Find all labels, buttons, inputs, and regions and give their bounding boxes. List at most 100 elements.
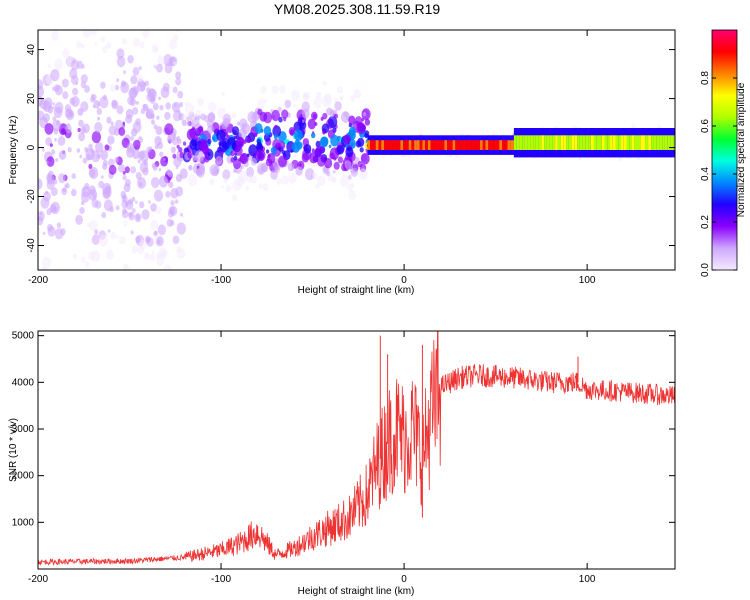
spectrogram-cell: [232, 126, 240, 136]
spectrogram-cell: [460, 140, 464, 150]
colorbar-tick-label: 0.2: [700, 215, 711, 229]
spectrogram-cell: [328, 144, 332, 148]
spectrogram-cell: [491, 140, 495, 150]
spectrogram-cell: [239, 153, 248, 164]
x-tick-label: 0: [401, 574, 407, 585]
spectrogram-cell: [579, 135, 583, 150]
spectrogram-cell: [40, 197, 50, 209]
spectrogram-cell: [159, 279, 164, 285]
spectrogram-cell: [132, 107, 139, 115]
spectrogram-cell: [190, 118, 193, 122]
spectrogram-cell: [38, 210, 45, 222]
spectrogram-cell: [256, 149, 266, 162]
spectrogram-cell: [93, 100, 100, 109]
spectrogram-cell: [270, 169, 278, 180]
spectrogram-cell: [623, 135, 627, 150]
spectrogram-cell: [89, 220, 98, 231]
spectrogram-cell: [416, 140, 420, 150]
spectrogram-cell: [321, 136, 329, 147]
spectrogram-cell: [552, 135, 556, 150]
spectrogram-cell: [207, 138, 212, 145]
spectrogram-cell: [52, 106, 55, 110]
spectrogram-cell: [535, 135, 539, 150]
spectrogram-cell: [112, 273, 115, 277]
spectrogram-cell: [142, 30, 150, 39]
spectrogram-cell: [493, 140, 497, 150]
spectrogram-cell: [46, 160, 49, 164]
spectrogram-cell: [384, 140, 388, 150]
spectrogram-cell: [662, 135, 666, 150]
spectrogram-cell: [47, 64, 51, 69]
y-tick-label: 2000: [12, 471, 35, 482]
spectrogram-cell: [152, 8, 160, 19]
spectrogram-cell: [596, 135, 600, 150]
spectrogram-cell: [71, 59, 80, 71]
spectrogram-cell: [348, 126, 356, 136]
spectrogram-cell: [140, 108, 146, 115]
spectrogram-cell: [90, 148, 94, 153]
spectrogram-cell: [49, 203, 57, 213]
spectrogram-cell: [340, 175, 350, 188]
x-tick-label: 0: [401, 275, 407, 286]
spectrogram-cell: [291, 89, 300, 102]
spectrogram-cell: [425, 140, 429, 150]
spectrogram-cell: [347, 183, 354, 192]
spectrogram-cell: [100, 36, 106, 43]
spectrogram-cell: [574, 135, 578, 150]
spectrogram-cell: [278, 155, 288, 168]
spectrogram-cell: [326, 171, 331, 177]
spectrogram-cell: [38, 79, 44, 90]
spectrogram-cell: [61, 1, 66, 7]
spectrogram-cell: [98, 234, 108, 247]
spectrogram-cell: [313, 96, 323, 109]
spectrogram-cell: [121, 38, 128, 45]
spectrogram-cell: [281, 175, 289, 185]
spectrogram-cell: [122, 174, 127, 181]
spectrogram-cell: [101, 212, 107, 219]
spectrogram-cell: [106, 116, 112, 124]
spectrogram-cell: [516, 135, 520, 150]
spectrogram-cell: [51, 30, 60, 41]
snr-x-label: Height of straight line (km): [298, 586, 415, 597]
spectrogram-cell: [61, 128, 66, 135]
spectrogram-cell: [168, 0, 177, 5]
spectrogram-cell: [303, 144, 312, 154]
spectrogram-cell: [111, 100, 119, 110]
colorbar-label: Normalized spectral amplitude: [736, 82, 747, 217]
spectrogram-cell: [133, 139, 141, 150]
spectrogram-cell: [178, 0, 183, 1]
spectrogram-cell: [236, 121, 241, 126]
spectrogram-cell: [123, 70, 127, 75]
spectrogram-cell: [389, 140, 393, 150]
spectrogram-cell: [127, 12, 131, 17]
spectrogram-cell: [302, 119, 305, 123]
spectrogram-cell: [336, 86, 343, 94]
spectrogram-cell: [85, 303, 93, 314]
spectrogram-cell: [152, 102, 159, 111]
snr-panel: -200 -100 0 100 1000 2000 3000 4000 5000 Height…: [8, 330, 676, 597]
spectrogram-cell: [151, 119, 155, 125]
spectrogram-cell: [175, 199, 179, 204]
spectrogram-cell: [167, 210, 174, 218]
spectrogram-cell: [122, 121, 126, 125]
spectrogram-cell: [109, 84, 116, 92]
spectrogram-cell: [104, 271, 111, 280]
spectrogram-cell: [218, 140, 228, 153]
spectrogram-cell: [89, 30, 98, 36]
spectrogram-cell: [323, 93, 332, 104]
spectrogram-cell: [276, 177, 282, 185]
spectrogram-cell: [634, 135, 638, 150]
spectrogram-cell: [104, 144, 110, 151]
spectrogram-cell: [314, 122, 318, 126]
spectrogram-cell: [530, 135, 534, 150]
spectrogram-x-label: Height of straight line (km): [298, 285, 415, 296]
spectrogram-cell: [221, 185, 224, 190]
spectrogram-cell: [307, 118, 316, 130]
spectrogram-cell: [79, 206, 85, 215]
spectrogram-cell: [294, 129, 303, 141]
spectrogram-cell: [50, 149, 56, 155]
spectrogram-cell: [84, 261, 90, 268]
spectrogram-cell: [179, 101, 184, 108]
spectrogram-cell: [91, 234, 100, 245]
spectrogram-cell: [155, 277, 161, 285]
